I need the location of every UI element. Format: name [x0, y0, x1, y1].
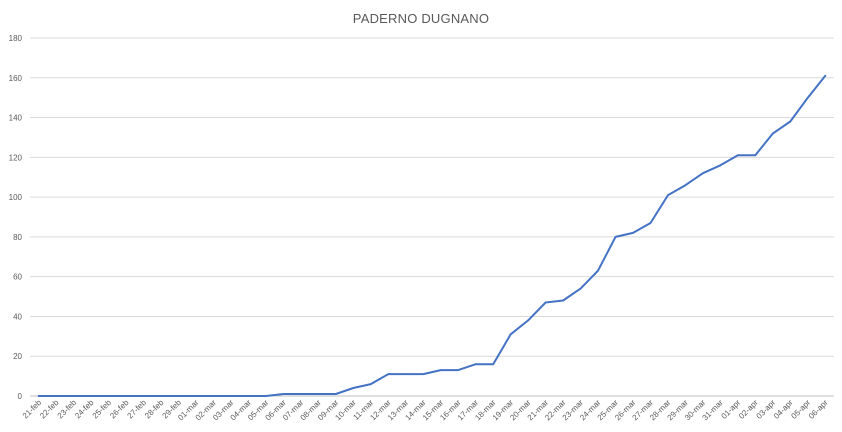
- data-point: [335, 393, 337, 395]
- data-point: [142, 395, 145, 397]
- data-point: [160, 395, 162, 397]
- data-point: [684, 184, 687, 186]
- data-point: [824, 75, 827, 77]
- series-line: [37, 74, 827, 397]
- chart-title: PADERNO DUGNANO: [352, 11, 490, 26]
- y-tick-label: 60: [13, 273, 22, 282]
- data-point: [125, 395, 127, 397]
- y-tick-label: 140: [9, 114, 23, 123]
- y-axis: 0 20 40 60 80 100 120 140 160 180: [9, 34, 23, 401]
- data-point: [177, 395, 180, 397]
- data-point: [719, 164, 722, 167]
- data-point: [370, 383, 372, 385]
- data-point: [544, 301, 547, 304]
- y-tick-label: 160: [9, 74, 23, 83]
- data-point: [247, 395, 250, 397]
- grid-layer: [30, 37, 834, 397]
- data-point: [422, 373, 425, 375]
- data-point: [300, 393, 302, 395]
- data-point: [72, 395, 75, 397]
- y-tick-label: 80: [13, 233, 22, 242]
- data-point: [632, 232, 634, 234]
- data-point: [772, 132, 774, 135]
- data-point: [230, 395, 232, 397]
- y-tick-label: 120: [9, 153, 23, 162]
- x-tick-label: 06-apr: [807, 398, 830, 421]
- data-point: [702, 172, 704, 174]
- data-point: [405, 373, 407, 375]
- data-point: [527, 319, 529, 322]
- x-axis: 21-feb22-feb23-feb24-feb25-feb26-feb27-f…: [21, 398, 830, 423]
- data-point: [737, 154, 739, 157]
- data-point: [37, 395, 40, 397]
- data-point: [649, 222, 652, 224]
- data-point: [474, 363, 477, 366]
- series-layer: [37, 74, 827, 397]
- data-point: [807, 96, 809, 99]
- data-point: [195, 395, 197, 397]
- y-tick-label: 20: [13, 352, 22, 361]
- data-point: [212, 395, 215, 397]
- data-point: [562, 299, 564, 302]
- data-point: [509, 333, 512, 336]
- data-point: [457, 369, 460, 371]
- data-point: [317, 393, 320, 395]
- data-point: [667, 194, 669, 196]
- data-point: [597, 269, 599, 272]
- y-tick-label: 40: [13, 312, 22, 321]
- data-point: [265, 395, 267, 397]
- data-point: [614, 236, 617, 238]
- y-tick-label: 180: [9, 34, 23, 43]
- data-point: [789, 120, 792, 123]
- data-point: [282, 393, 285, 395]
- data-point: [439, 369, 442, 371]
- data-point: [579, 287, 582, 290]
- y-tick-label: 0: [18, 392, 23, 401]
- data-point: [754, 154, 757, 157]
- y-tick-label: 100: [9, 193, 23, 202]
- data-point: [107, 395, 110, 397]
- data-point: [492, 363, 495, 366]
- data-point: [55, 395, 57, 397]
- data-point: [352, 387, 355, 389]
- data-point: [90, 395, 92, 397]
- data-point: [387, 373, 390, 375]
